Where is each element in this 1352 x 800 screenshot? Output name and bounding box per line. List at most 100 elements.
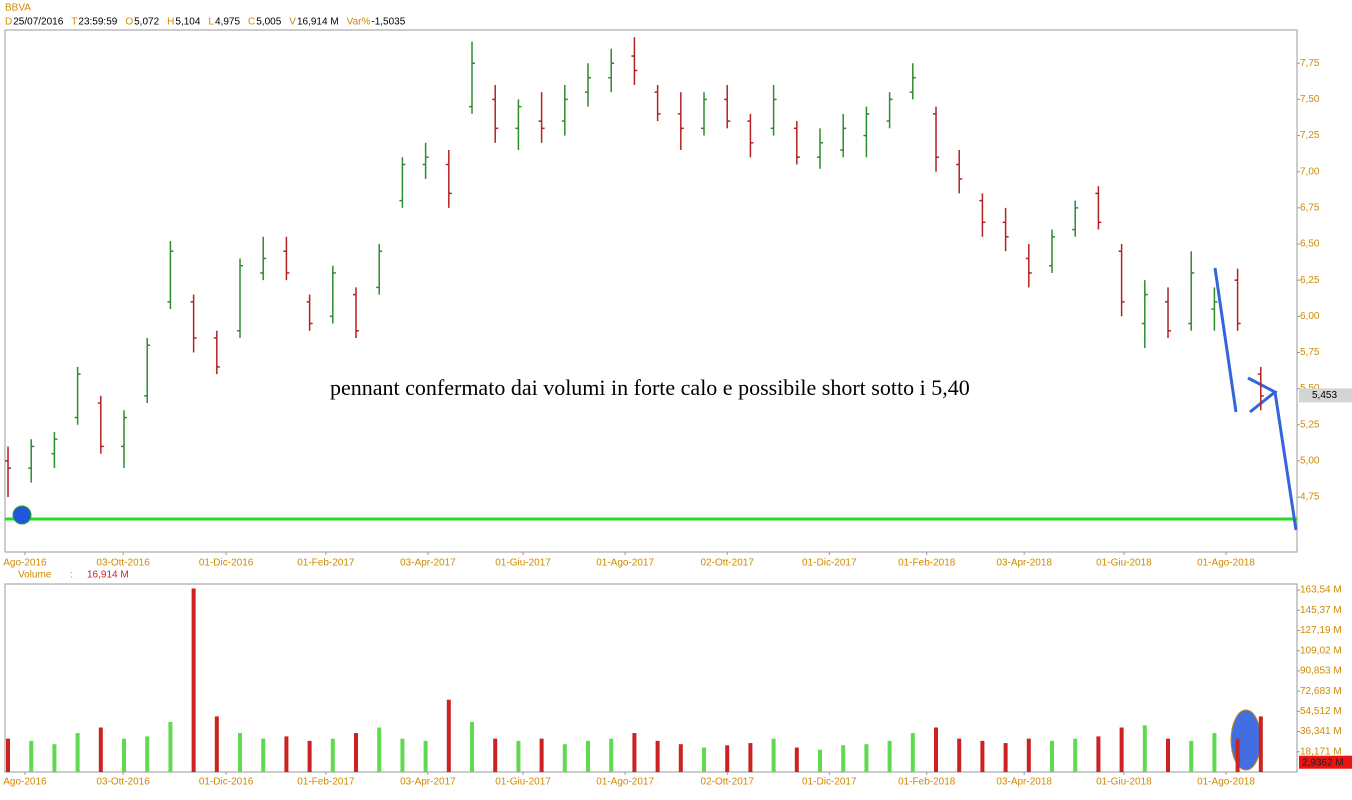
info-value: -1,5035 (371, 17, 405, 28)
volume-bar (841, 745, 846, 772)
x-tick-label: 01-Dic-2016 (199, 777, 254, 788)
y-tick-label: 5,25 (1300, 419, 1320, 430)
volume-panel (4, 583, 1298, 773)
y-tick-label: 36,341 M (1300, 726, 1342, 737)
volume-bar (52, 744, 57, 772)
volume-bar (910, 733, 915, 772)
x-tick-label: 03-Apr-2017 (400, 777, 456, 788)
volume-bar (191, 588, 196, 772)
info-value: 23:59:59 (78, 17, 117, 28)
volume-bar (1119, 727, 1124, 772)
symbol: BBVA (5, 3, 31, 14)
volume-sep: : (70, 570, 73, 581)
volume-bar (725, 745, 730, 772)
volume-bar (609, 738, 614, 772)
volume-bar (98, 727, 103, 772)
volume-bar (377, 727, 382, 772)
volume-bar (864, 744, 869, 772)
volume-bar (29, 740, 34, 772)
volume-bar (632, 733, 637, 772)
y-tick-label: 7,50 (1300, 94, 1320, 105)
x-tick-label: Ago-2016 (3, 558, 47, 569)
x-tick-label: 01-Feb-2017 (297, 777, 355, 788)
y-tick-label: 163,54 M (1300, 585, 1342, 596)
info-key: H (167, 17, 174, 28)
info-key: V (289, 17, 296, 28)
volume-bar (1189, 740, 1194, 772)
volume-bar (702, 747, 707, 772)
y-tick-label: 109,02 M (1300, 645, 1342, 656)
y-tick-label: 6,25 (1300, 275, 1320, 286)
volume-bar (1235, 738, 1240, 772)
x-tick-label: 01-Ago-2018 (1197, 777, 1255, 788)
volume-bar (678, 744, 683, 772)
volume-bar (818, 749, 823, 772)
volume-bar (238, 733, 243, 772)
volume-bar (145, 736, 150, 772)
y-tick-label: 4,75 (1300, 492, 1320, 503)
price-panel (4, 29, 1298, 553)
x-tick-label: 01-Feb-2017 (297, 558, 355, 569)
volume-bar (1003, 743, 1008, 772)
x-tick-label: 03-Ott-2016 (96, 777, 150, 788)
volume-bar (771, 738, 776, 772)
x-tick-label: 01-Feb-2018 (898, 777, 956, 788)
x-tick-label: 01-Dic-2017 (802, 558, 857, 569)
info-key: O (125, 17, 133, 28)
target-arrow (1273, 391, 1298, 531)
x-tick-label: 03-Ott-2016 (96, 558, 150, 569)
x-tick-label: 01-Feb-2018 (898, 558, 956, 569)
volume-bar (887, 740, 892, 772)
x-tick-label: 01-Giu-2018 (1096, 777, 1152, 788)
volume-bar (493, 738, 498, 772)
y-tick-label: 5,00 (1300, 456, 1320, 467)
volume-bar (470, 721, 475, 772)
volume-info: 16,914 M (87, 570, 129, 581)
info-key: D (5, 17, 12, 28)
volume-highlight (1230, 709, 1262, 771)
x-tick-label: 03-Apr-2018 (996, 558, 1052, 569)
y-tick-label: 6,00 (1300, 311, 1320, 322)
volume-bar (168, 721, 173, 772)
volume-bar (586, 740, 591, 772)
y-tick-label: 5,75 (1300, 347, 1320, 358)
x-tick-label: 01-Dic-2017 (802, 777, 857, 788)
volume-bar (6, 738, 11, 772)
volume-bar (330, 738, 335, 772)
volume-bar (423, 740, 428, 772)
x-tick-label: 01-Ago-2017 (596, 558, 654, 569)
y-tick-label: 6,75 (1300, 202, 1320, 213)
y-tick-label: 127,19 M (1300, 625, 1342, 636)
volume-bar (1096, 736, 1101, 772)
x-tick-label: 01-Dic-2016 (199, 558, 254, 569)
y-tick-label: 7,25 (1300, 130, 1320, 141)
volume-bar (655, 740, 660, 772)
volume-bar (1026, 738, 1031, 772)
volume-bar (1142, 725, 1147, 772)
volume-bar (446, 699, 451, 772)
last-price-box (1299, 388, 1352, 403)
highlight (12, 505, 32, 525)
volume-bar (75, 733, 80, 772)
volume-bar (957, 738, 962, 772)
info-value: 5,005 (256, 17, 281, 28)
volume-bar (1050, 740, 1055, 772)
info-value: 25/07/2016 (13, 17, 63, 28)
volume-bar (934, 727, 939, 772)
info-value: 16,914 M (297, 17, 339, 28)
x-tick-label: 03-Apr-2017 (400, 558, 456, 569)
info-value: 4,975 (215, 17, 240, 28)
y-tick-label: 6,50 (1300, 239, 1320, 250)
volume-bar (794, 747, 799, 772)
info-value: 5,104 (175, 17, 200, 28)
y-tick-label: 145,37 M (1300, 605, 1342, 616)
volume-bar (1212, 733, 1217, 772)
x-tick-label: 01-Ago-2018 (1197, 558, 1255, 569)
y-tick-label: 7,75 (1300, 58, 1320, 69)
volume-bar (1073, 738, 1078, 772)
y-tick-label: 18,171 M (1300, 746, 1342, 757)
x-tick-label: 01-Giu-2017 (495, 558, 551, 569)
x-tick-label: Ago-2016 (3, 777, 47, 788)
